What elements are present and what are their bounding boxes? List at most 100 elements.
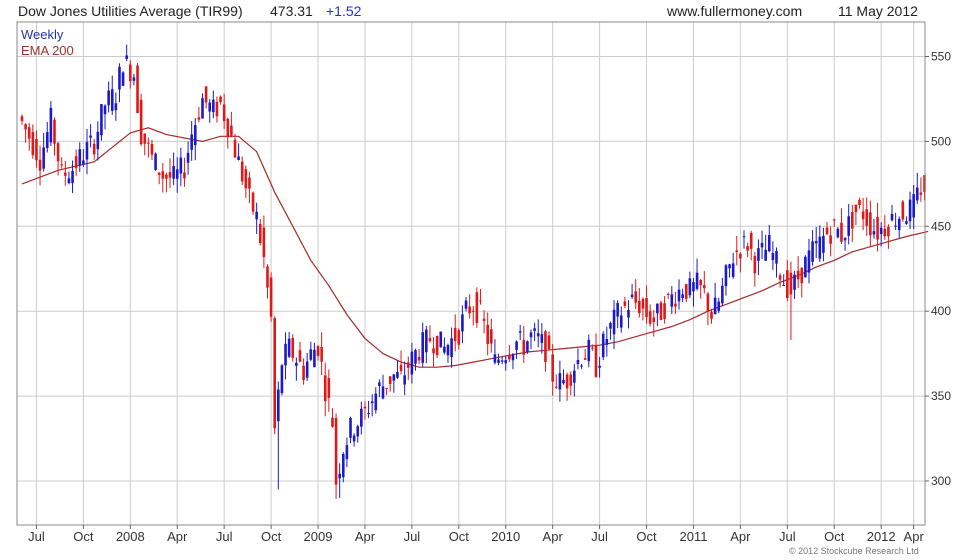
candle-body: [295, 362, 298, 366]
candle: [804, 255, 807, 278]
source-site[interactable]: www.fullermoney.com: [667, 3, 803, 19]
candle: [630, 284, 634, 300]
candle: [295, 357, 298, 381]
candle: [493, 339, 497, 365]
candle-body: [226, 118, 230, 138]
x-tick-label: Apr: [730, 529, 751, 544]
candle: [136, 63, 139, 114]
candle-body: [526, 341, 529, 353]
candle: [352, 433, 356, 447]
candle-body: [302, 365, 305, 380]
candle: [150, 139, 154, 161]
candle-body: [616, 302, 619, 317]
candle-body: [129, 64, 132, 82]
candle: [82, 149, 85, 167]
candle: [482, 310, 486, 334]
candle: [323, 362, 327, 417]
candle-body: [403, 375, 406, 385]
candle: [767, 224, 771, 253]
candle: [60, 157, 64, 169]
candle: [908, 191, 912, 230]
candle: [508, 344, 511, 362]
candle: [825, 222, 829, 236]
candle-body: [432, 348, 435, 354]
x-tick-label: 2008: [116, 529, 145, 544]
x-tick-label: 2009: [304, 529, 333, 544]
candle: [609, 321, 612, 340]
candle: [197, 106, 201, 123]
y-axis-labels: 300 350 400 450 500 550: [925, 50, 951, 488]
candle: [370, 394, 374, 417]
candle: [378, 379, 381, 398]
candle-body: [461, 314, 464, 332]
candle: [497, 353, 500, 366]
candle-body: [739, 253, 742, 259]
candle-body: [273, 318, 276, 429]
candle-body: [428, 338, 432, 342]
candle-body: [518, 331, 522, 333]
candle: [771, 241, 775, 270]
candle: [331, 408, 334, 428]
candle-body: [392, 374, 396, 381]
candle-body: [183, 172, 186, 179]
x-tick-label: Apr: [543, 529, 564, 544]
candle-body: [580, 365, 583, 367]
candle-body: [598, 365, 601, 368]
candle: [154, 152, 157, 171]
candle: [695, 258, 699, 291]
candle: [273, 316, 276, 435]
candle: [298, 341, 302, 363]
candle: [78, 142, 82, 172]
candle-body: [446, 345, 450, 356]
candle-body: [320, 346, 323, 362]
candle: [778, 272, 782, 288]
candle-body: [186, 152, 190, 163]
candle-body: [56, 143, 60, 162]
candle-body: [150, 143, 154, 155]
candle-body: [378, 382, 381, 386]
candle: [656, 303, 659, 327]
candle-body: [681, 294, 684, 299]
candle-body: [641, 298, 645, 309]
candle: [822, 227, 825, 262]
candle-body: [435, 335, 439, 356]
candle: [356, 424, 360, 443]
candle: [251, 191, 255, 215]
candle-body: [284, 343, 287, 366]
candle-body: [67, 178, 71, 183]
candle: [287, 331, 291, 359]
candle: [468, 294, 471, 319]
candle: [432, 336, 435, 367]
candle: [446, 343, 450, 363]
candle-body: [327, 378, 331, 398]
candle-body: [645, 297, 648, 318]
candle-body: [49, 107, 53, 143]
candle: [623, 296, 627, 309]
candle-body: [414, 350, 417, 364]
candle-body: [475, 292, 479, 324]
candle: [471, 306, 475, 326]
candle: [201, 93, 204, 119]
candle-body: [139, 99, 143, 145]
candle-body: [536, 333, 540, 337]
candle-body: [659, 302, 663, 320]
y-tick-label: 450: [931, 219, 951, 233]
candle-body: [522, 339, 526, 355]
candle-body: [291, 338, 295, 358]
candle: [305, 352, 309, 381]
candle: [421, 322, 425, 367]
candle: [601, 331, 605, 361]
candle: [522, 325, 526, 363]
candle-body: [630, 294, 634, 298]
candle: [262, 215, 266, 268]
candle: [45, 121, 49, 153]
candle: [313, 342, 316, 368]
candle: [670, 286, 674, 315]
legend-entry: EMA 200: [21, 43, 74, 58]
candle: [490, 318, 493, 353]
horizontal-grid: [17, 56, 925, 482]
candle-body: [305, 361, 309, 378]
candle-body: [201, 98, 204, 119]
candle-body: [280, 365, 284, 394]
candle: [244, 165, 248, 198]
